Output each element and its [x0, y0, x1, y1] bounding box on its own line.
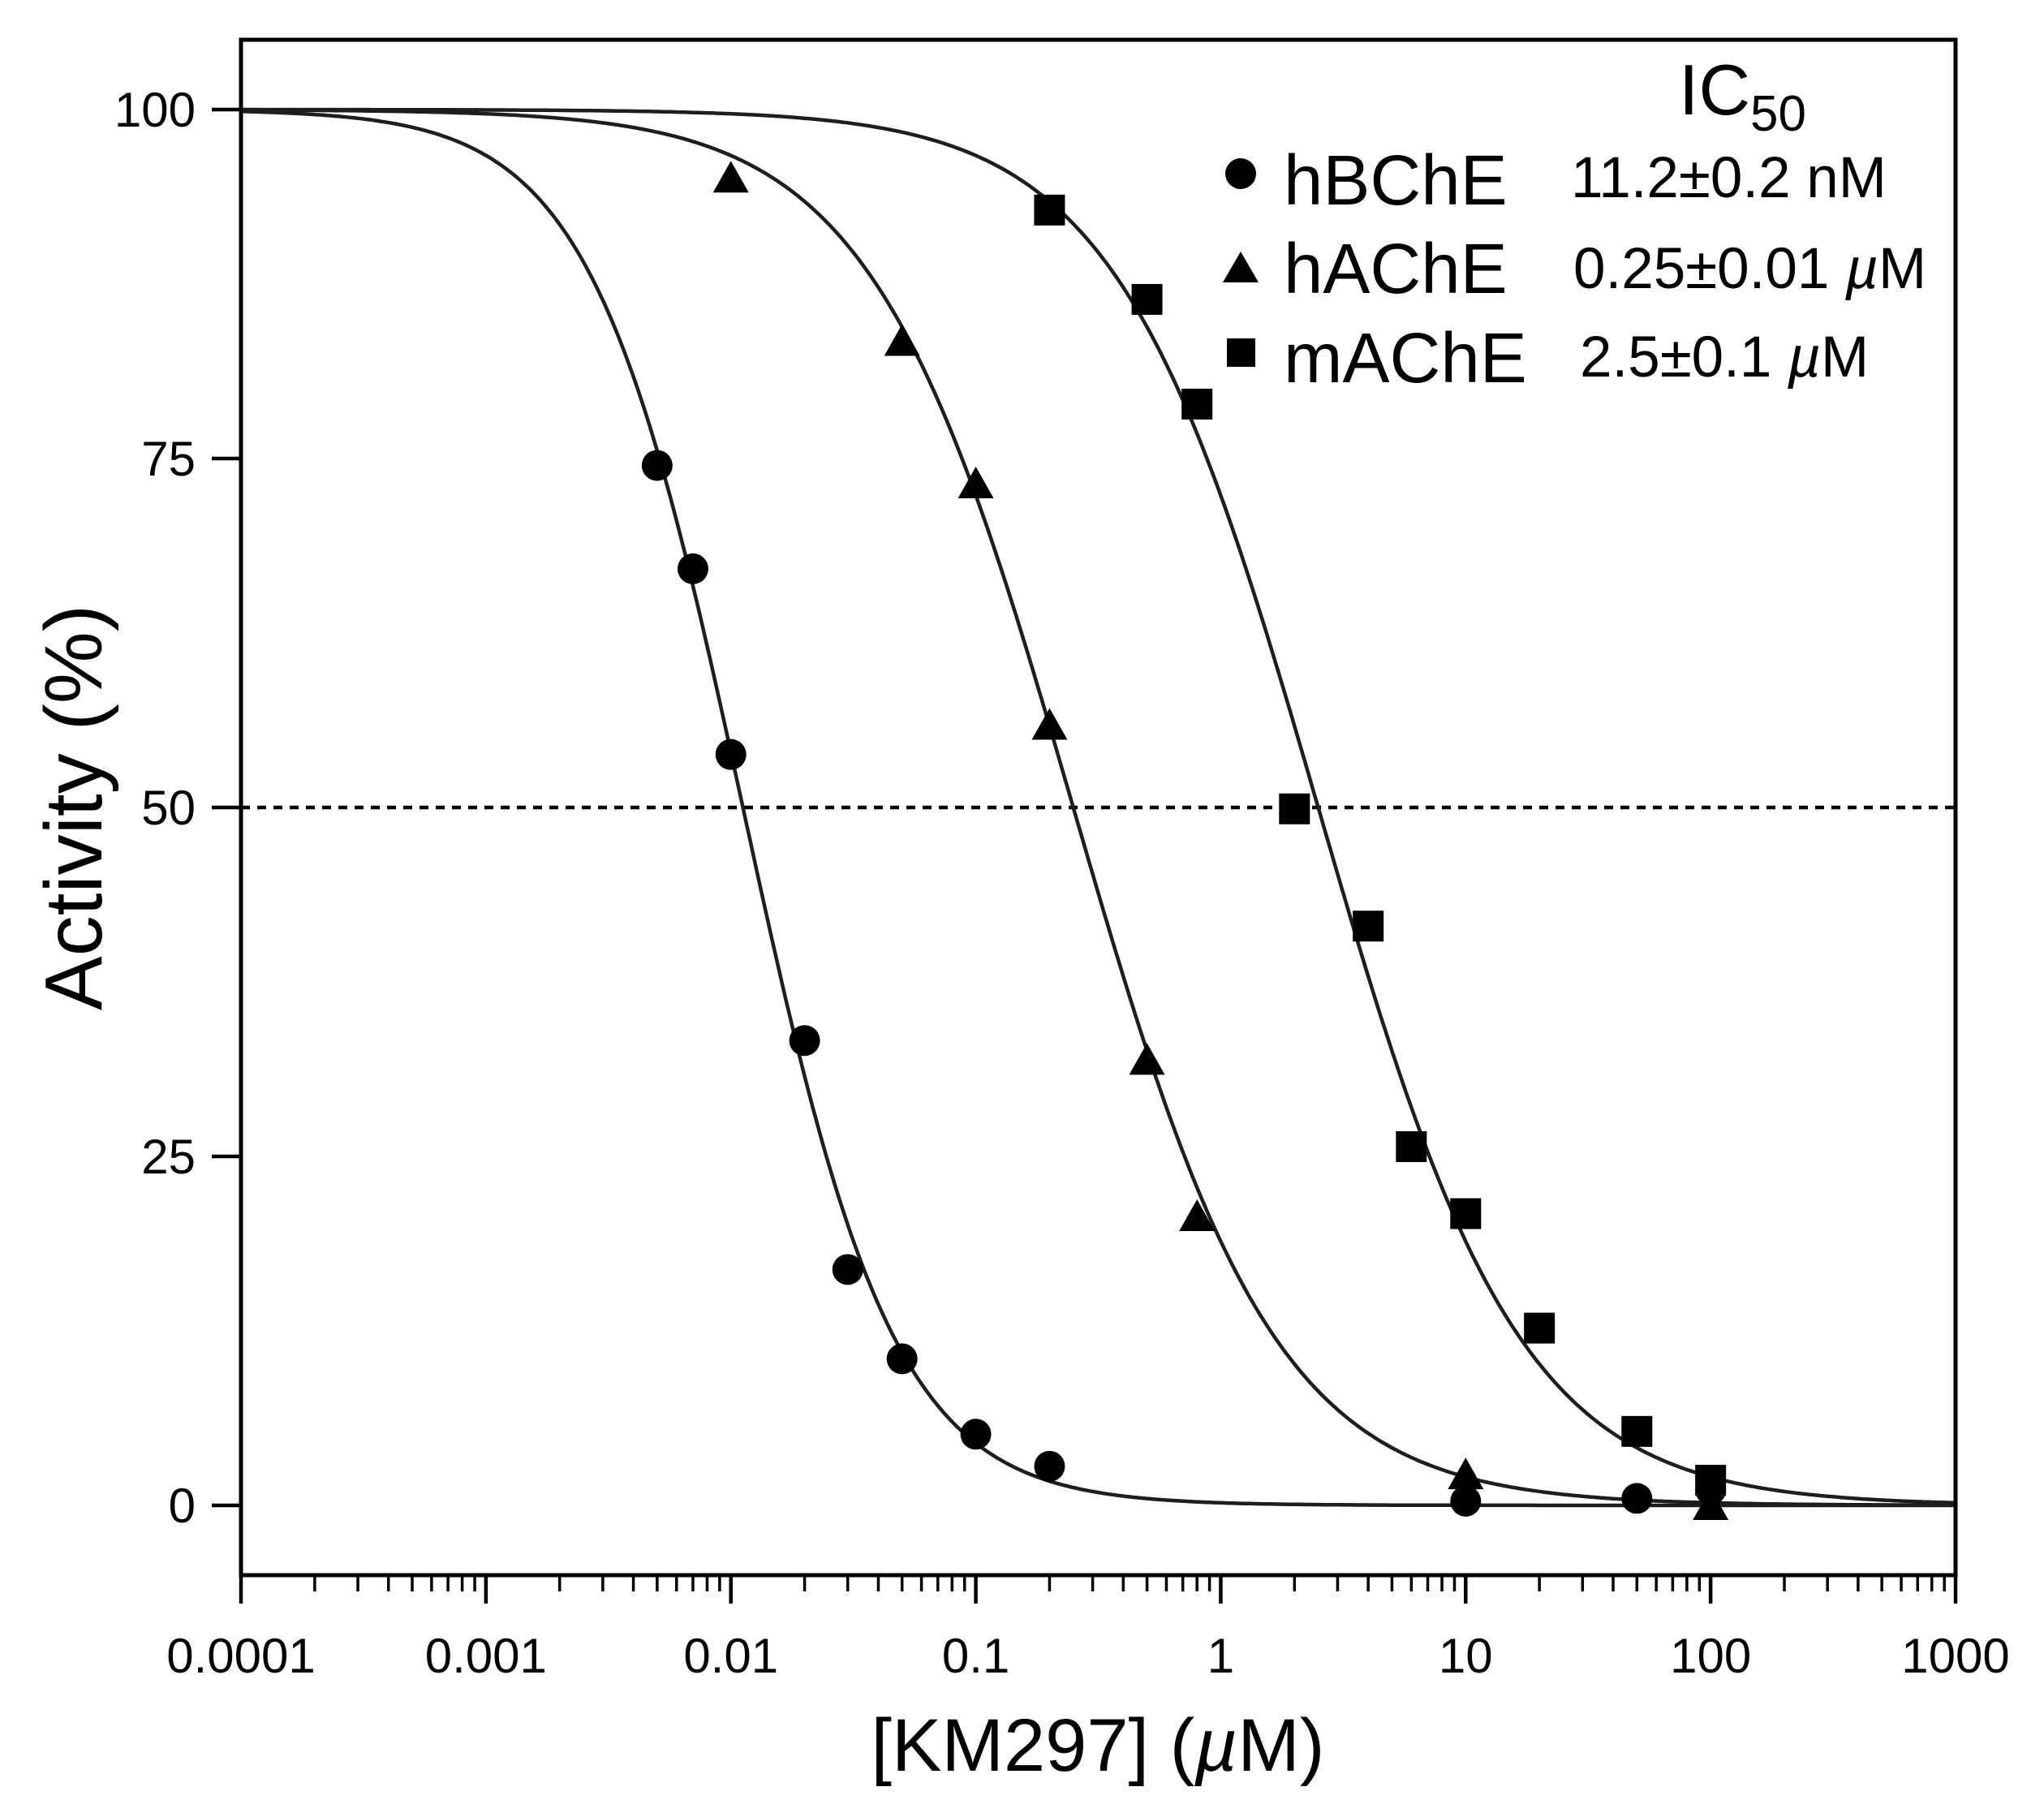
- data-point-hbche: [789, 1025, 820, 1057]
- y-tick-label: 50: [141, 781, 196, 835]
- legend-ic50-value-mu: µ: [1787, 325, 1821, 390]
- data-point-mache: [1450, 1198, 1482, 1229]
- y-tick-label: 0: [169, 1479, 196, 1533]
- data-point-hbche: [1034, 1450, 1065, 1482]
- data-point-hache: [957, 466, 994, 498]
- fit-curve-hbche: [240, 110, 1956, 1508]
- x-tick-label: 10: [1439, 1629, 1493, 1683]
- legend-ic50-value-part: 2.5±0.1: [1580, 325, 1788, 390]
- x-tick-label: 1000: [1901, 1629, 2009, 1683]
- axis-ticks: 0 25 50 75 100 0.0001 0.001 0.01 0.1 1 10 100 1000: [114, 83, 2010, 1683]
- x-tick-label: 0.001: [425, 1629, 547, 1683]
- legend-series-name: hAChE: [1284, 230, 1508, 308]
- data-point-hbche: [886, 1343, 918, 1375]
- legend-entry-mache: mAChE 2.5±0.1 µM: [1227, 319, 1869, 398]
- x-tick-label: 0.0001: [166, 1629, 316, 1683]
- legend-ic50-value: 11.2±0.2 nM: [1571, 146, 1887, 210]
- legend-ic50-value-part: M: [1878, 237, 1926, 301]
- fit-curves: [240, 107, 1956, 1508]
- data-point-hache: [1179, 1199, 1216, 1231]
- legend-triangle-marker-icon: [1223, 252, 1259, 282]
- x-tick-label: 0.1: [942, 1629, 1009, 1683]
- legend-title-subscript: 50: [1750, 86, 1806, 142]
- legend-title-main: IC: [1679, 50, 1750, 130]
- data-point-hbche: [832, 1254, 863, 1285]
- legend-ic50-value: 0.25±0.01 µM: [1573, 237, 1926, 301]
- data-point-hbche: [715, 738, 747, 770]
- y-tick-label: 25: [141, 1130, 196, 1184]
- x-tick-label: 1: [1207, 1629, 1234, 1683]
- legend-ic50-value-part: 11.2±0.2 nM: [1571, 146, 1887, 210]
- legend-ic50-value: 2.5±0.1 µM: [1580, 325, 1869, 390]
- legend-entry-hache: hAChE 0.25±0.01 µM: [1223, 230, 1926, 308]
- data-point-hache: [712, 161, 749, 193]
- legend-ic50-value-mu: µ: [1844, 237, 1878, 301]
- data-point-hbche: [1450, 1485, 1482, 1517]
- data-point-mache: [1131, 283, 1163, 315]
- data-point-hbche: [641, 450, 673, 481]
- data-point-hache: [1031, 708, 1068, 740]
- data-point-mache: [1524, 1312, 1556, 1344]
- series-hache-points: [712, 161, 1729, 1520]
- legend-entry-hbche: hBChE 11.2±0.2 nM: [1225, 141, 1887, 220]
- data-points: [641, 161, 1729, 1520]
- y-tick-label: 75: [141, 432, 196, 486]
- data-point-mache: [1034, 194, 1065, 226]
- data-point-mache: [1396, 1130, 1427, 1162]
- legend-square-marker-icon: [1227, 338, 1255, 367]
- fit-curve-hache: [241, 108, 1956, 1507]
- y-tick-label: 100: [114, 83, 196, 137]
- legend: IC50 hBChE 11.2±0.2 nM hAChE 0.25±0.01 µ…: [1223, 50, 1926, 398]
- data-point-hache: [1693, 1488, 1729, 1520]
- series-mache-points: [1034, 194, 1727, 1496]
- legend-circle-marker-icon: [1225, 158, 1256, 189]
- x-axis-title-part: M): [1237, 1704, 1324, 1787]
- x-axis-title-part: [KM297] (: [871, 1704, 1194, 1787]
- data-point-mache: [1181, 388, 1213, 420]
- data-point-mache: [1279, 793, 1310, 825]
- data-point-hbche: [1621, 1483, 1653, 1514]
- data-point-hache: [884, 324, 920, 356]
- legend-title: IC50: [1679, 50, 1806, 142]
- x-axis-title: [KM297] (µM): [871, 1704, 1324, 1787]
- x-tick-label: 100: [1670, 1629, 1751, 1683]
- data-point-hache: [1448, 1457, 1484, 1490]
- legend-ic50-value-part: 0.25±0.01: [1573, 237, 1845, 301]
- data-point-mache: [1695, 1465, 1727, 1496]
- legend-series-name: hBChE: [1284, 141, 1508, 220]
- data-point-mache: [1621, 1415, 1653, 1447]
- x-tick-label: 0.01: [683, 1629, 778, 1683]
- legend-ic50-value-part: M: [1821, 325, 1869, 390]
- legend-series-name: mAChE: [1284, 319, 1527, 398]
- data-point-hbche: [960, 1419, 992, 1450]
- series-hbche-points: [641, 450, 1727, 1517]
- data-point-mache: [1353, 911, 1384, 942]
- data-point-hache: [1129, 1043, 1165, 1075]
- data-point-hbche: [677, 553, 708, 584]
- fit-curve-mache: [241, 107, 1956, 1505]
- x-axis-title-mu: µ: [1194, 1704, 1237, 1787]
- y-axis-title: Activity (%): [28, 605, 119, 1010]
